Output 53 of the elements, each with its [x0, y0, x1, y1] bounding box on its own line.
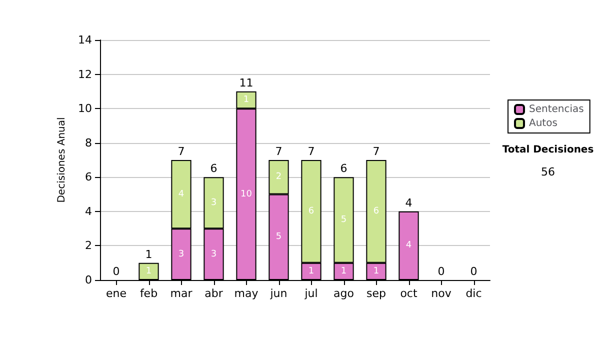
- total-label: 1: [145, 248, 152, 261]
- y-tick-label: 0: [85, 274, 92, 286]
- data-label: 4: [406, 240, 412, 251]
- x-tick-label: mar: [170, 287, 193, 300]
- x-tick-label: feb: [140, 287, 158, 300]
- total-label: 11: [239, 76, 254, 90]
- total-label: 6: [210, 162, 218, 176]
- total-label: 7: [178, 145, 185, 158]
- total-label: 7: [308, 145, 315, 158]
- total-label: 7: [372, 145, 380, 158]
- x-tick-label: ago: [334, 287, 354, 300]
- text: 56: [541, 166, 555, 178]
- y-tick-label: 2: [85, 239, 92, 252]
- data-label: 1: [146, 266, 152, 276]
- data-label: 3: [210, 249, 217, 260]
- y-tick-label: 14: [78, 34, 92, 46]
- data-label: 6: [373, 206, 380, 216]
- x-tick-label: abr: [204, 287, 224, 300]
- x-tick-label: dic: [466, 287, 482, 300]
- x-tick-label: jul: [304, 287, 318, 300]
- x-tick-label: jun: [269, 287, 288, 300]
- y-tick-label: 10: [78, 102, 92, 116]
- total-label: 6: [340, 162, 348, 176]
- data-label: 3: [178, 249, 184, 260]
- data-label: 3: [210, 198, 217, 208]
- data-label: 1: [340, 266, 347, 276]
- y-tick-label: 4: [85, 204, 92, 218]
- data-label: 1: [373, 266, 380, 276]
- total-label: 7: [275, 145, 282, 158]
- x-tick-label: may: [234, 287, 259, 300]
- data-label: 10: [240, 189, 252, 200]
- text: Total Decisiones: [502, 144, 594, 156]
- y-axis-title: Decisiones Anual: [56, 117, 68, 203]
- total-label: 0: [470, 265, 478, 278]
- data-label: 1: [243, 95, 250, 105]
- legend-label: Sentencias: [529, 104, 584, 115]
- data-label: 5: [340, 215, 347, 225]
- x-tick-label: oct: [400, 287, 418, 300]
- data-label: 4: [178, 189, 184, 200]
- x-tick-label: sep: [366, 287, 386, 300]
- x-tick-label: nov: [431, 287, 452, 300]
- total-label: 4: [405, 196, 412, 210]
- y-tick-label: 8: [85, 136, 92, 150]
- data-label: 2: [276, 172, 282, 182]
- legend-label: Autos: [529, 118, 558, 129]
- data-label: 1: [308, 266, 314, 276]
- y-tick-label: 6: [85, 170, 92, 184]
- total-label: 0: [112, 265, 120, 278]
- x-tick-label: ene: [106, 287, 127, 300]
- data-label: 5: [276, 232, 282, 242]
- data-label: 6: [308, 206, 314, 216]
- total-label: 0: [438, 265, 445, 278]
- y-tick-label: 12: [78, 68, 92, 81]
